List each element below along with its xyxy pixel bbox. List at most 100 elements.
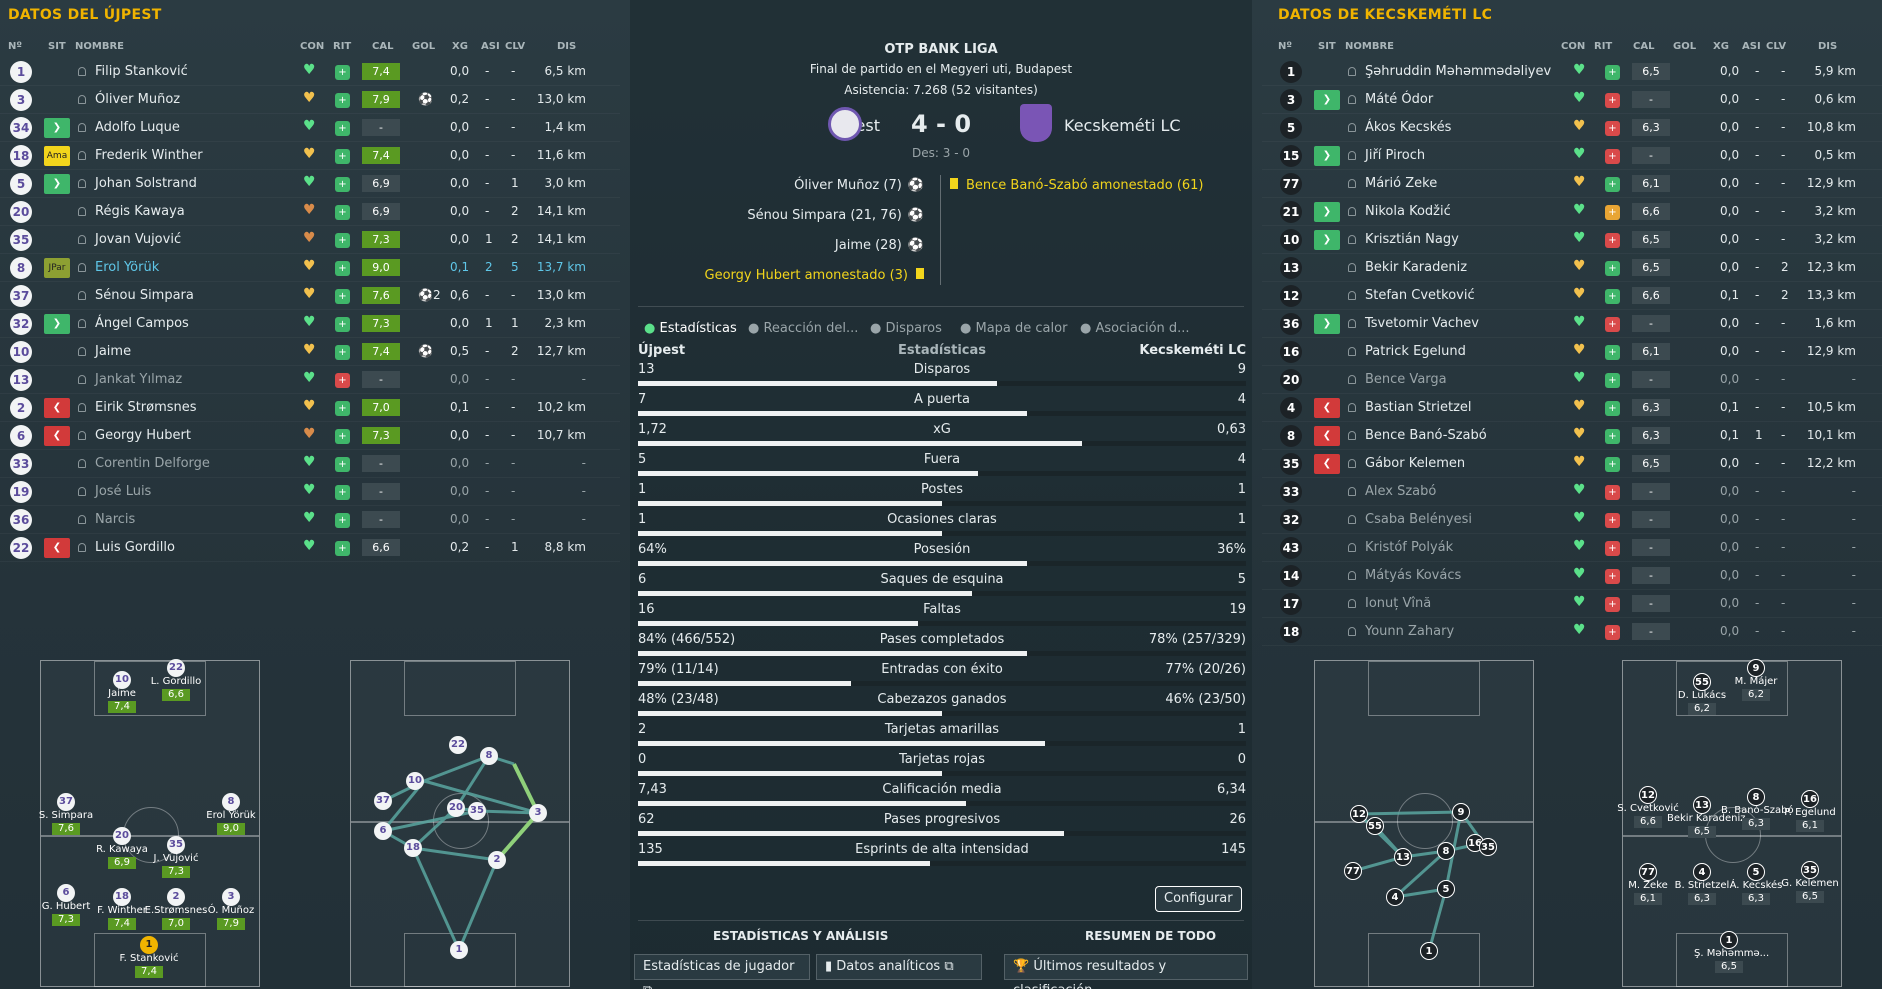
player-row[interactable]: 19 José Luis ♥ + -0,0- - - bbox=[0, 478, 620, 506]
col-name[interactable]: NOMBRE bbox=[75, 41, 124, 52]
player-row[interactable]: 10 ❯ Krisztián Nagy ♥ +6,5 0,0 - - 3,2 km bbox=[1262, 226, 1882, 254]
player-name[interactable]: Ángel Campos bbox=[95, 316, 189, 331]
player-row[interactable]: 32 ❯ Ángel Campos ♥ +7,3 0,0 1 1 2,3 km bbox=[0, 310, 620, 338]
player-row[interactable]: 33 Alex Szabó ♥ + -0,0- - - bbox=[1262, 478, 1882, 506]
player-name[interactable]: Jaime bbox=[95, 344, 132, 359]
formation-player-badge[interactable]: 35 bbox=[167, 836, 185, 854]
col-sit[interactable]: SIT bbox=[1318, 41, 1336, 52]
player-row[interactable]: 6 ❮ Georgy Hubert ♥ +7,3 0,0 - - 10,7 km bbox=[0, 422, 620, 450]
player-name[interactable]: Óliver Muñoz bbox=[95, 92, 181, 107]
player-name[interactable]: Erol Yörük bbox=[95, 260, 160, 275]
player-row[interactable]: 3 Óliver Muñoz ♥ +7,9 ⚽ 0,2 - - 13,0 km bbox=[0, 86, 620, 114]
tab-mapa-calor[interactable]: ● Mapa de calor bbox=[960, 321, 1068, 336]
formation-player-badge[interactable]: 18 bbox=[113, 888, 131, 906]
player-name[interactable]: Máté Ódor bbox=[1365, 92, 1434, 107]
player-row[interactable]: 10 Jaime ♥ +7,4 ⚽ 0,5 - 2 12,7 km bbox=[0, 338, 620, 366]
player-name[interactable]: Csaba Belényesi bbox=[1365, 512, 1473, 527]
player-row[interactable]: 33 Corentin Delforge ♥ + -0,0- - - bbox=[0, 450, 620, 478]
col-con[interactable]: CON bbox=[300, 41, 325, 52]
player-name[interactable]: Régis Kawaya bbox=[95, 204, 185, 219]
formation-player-badge[interactable]: 20 bbox=[113, 827, 131, 845]
player-name[interactable]: Şəhruddin Məhəmmədəliyev bbox=[1365, 64, 1552, 79]
formation-player-badge[interactable]: 55 bbox=[1693, 673, 1711, 691]
player-name[interactable]: José Luis bbox=[95, 484, 152, 499]
player-row[interactable]: 8 ❮ Bence Banó-Szabó ♥ +6,3 0,1 1 - 10,1 km bbox=[1262, 422, 1882, 450]
player-row[interactable]: 18 Ama Frederik Winther ♥ +7,4 0,0 - - 11,6 km bbox=[0, 142, 620, 170]
formation-player-badge[interactable]: 12 bbox=[1639, 786, 1657, 804]
player-name[interactable]: Frederik Winther bbox=[95, 148, 203, 163]
col-xg[interactable]: XG bbox=[1713, 41, 1729, 52]
col-dis[interactable]: DIS bbox=[1818, 41, 1838, 52]
player-row[interactable]: 36 Narcis ♥ + -0,0- - - bbox=[0, 506, 620, 534]
player-row[interactable]: 77 Márió Zeke ♥ +6,1 0,0 - - 12,9 km bbox=[1262, 170, 1882, 198]
formation-player-badge[interactable]: 4 bbox=[1693, 863, 1711, 881]
player-name[interactable]: Narcis bbox=[95, 512, 136, 527]
player-row[interactable]: 22 ❮ Luis Gordillo ♥ +6,6 0,2 - 1 8,8 km bbox=[0, 534, 620, 562]
player-name[interactable]: Jovan Vujović bbox=[95, 232, 182, 247]
player-name[interactable]: Stefan Cvetković bbox=[1365, 288, 1475, 303]
player-name[interactable]: Gábor Kelemen bbox=[1365, 456, 1466, 471]
formation-player-badge[interactable]: 9 bbox=[1747, 659, 1765, 677]
player-name[interactable]: Eirik Strømsnes bbox=[95, 400, 197, 415]
player-row[interactable]: 2 ❮ Eirik Strømsnes ♥ +7,0 0,1 - - 10,2 km bbox=[0, 394, 620, 422]
col-cal[interactable]: CAL bbox=[372, 41, 394, 52]
player-name[interactable]: Filip Stanković bbox=[95, 64, 188, 79]
player-row[interactable]: 34 ❯ Adolfo Luque ♥ + -0,0- -1,4 km bbox=[0, 114, 620, 142]
col-con[interactable]: CON bbox=[1561, 41, 1586, 52]
player-row[interactable]: 4 ❮ Bastian Strietzel ♥ +6,3 0,1 - - 10,5 km bbox=[1262, 394, 1882, 422]
results-table-button[interactable]: 🏆 Últimos resultados y clasificación bbox=[1004, 954, 1248, 989]
player-row[interactable]: 35 ❮ Gábor Kelemen ♥ +6,5 0,0 - - 12,2 km bbox=[1262, 450, 1882, 478]
formation-player-badge[interactable]: 8 bbox=[222, 793, 240, 811]
player-name[interactable]: Bence Banó-Szabó bbox=[1365, 428, 1487, 443]
player-name[interactable]: Adolfo Luque bbox=[95, 120, 180, 135]
player-name[interactable]: Márió Zeke bbox=[1365, 176, 1438, 191]
player-name[interactable]: Georgy Hubert bbox=[95, 428, 191, 443]
tab-disparos[interactable]: ● Disparos bbox=[870, 321, 942, 336]
player-name[interactable]: Krisztián Nagy bbox=[1365, 232, 1459, 247]
player-name[interactable]: Nikola Kodžić bbox=[1365, 204, 1451, 219]
player-row[interactable]: 16 Patrick Egelund ♥ +6,1 0,0 - - 12,9 km bbox=[1262, 338, 1882, 366]
player-row[interactable]: 13 Bekir Karadeniz ♥ +6,5 0,0 - 2 12,3 km bbox=[1262, 254, 1882, 282]
analytics-button[interactable]: ▮ Datos analíticos ⧉ bbox=[816, 954, 982, 980]
player-name[interactable]: Alex Szabó bbox=[1365, 484, 1437, 499]
player-name[interactable]: Bekir Karadeniz bbox=[1365, 260, 1468, 275]
col-num[interactable]: Nº bbox=[8, 41, 23, 52]
col-clv[interactable]: CLV bbox=[505, 41, 526, 52]
formation-player-badge[interactable]: 5 bbox=[1747, 863, 1765, 881]
col-gol[interactable]: GOL bbox=[412, 41, 436, 52]
formation-player-badge[interactable]: 13 bbox=[1693, 796, 1711, 814]
col-gol[interactable]: GOL bbox=[1673, 41, 1697, 52]
tab-asociacion[interactable]: ● Asociación d... bbox=[1080, 321, 1190, 336]
player-name[interactable]: Patrick Egelund bbox=[1365, 344, 1466, 359]
player-row[interactable]: 8 JPar Erol Yörük ♥ +9,0 0,1 2 5 13,7 km bbox=[0, 254, 620, 282]
player-row[interactable]: 15 ❯ Jiří Piroch ♥ + -0,0- -0,5 km bbox=[1262, 142, 1882, 170]
player-row[interactable]: 5 Ákos Kecskés ♥ +6,3 0,0 - - 10,8 km bbox=[1262, 114, 1882, 142]
col-cal[interactable]: CAL bbox=[1633, 41, 1655, 52]
formation-player-badge[interactable]: 77 bbox=[1639, 863, 1657, 881]
player-name[interactable]: Bastian Strietzel bbox=[1365, 400, 1472, 415]
formation-player-badge[interactable]: 16 bbox=[1801, 790, 1819, 808]
tab-reaccion[interactable]: ● Reacción del... bbox=[748, 321, 859, 336]
player-name[interactable]: Jankat Yılmaz bbox=[95, 372, 183, 387]
formation-player-badge[interactable]: 3 bbox=[222, 888, 240, 906]
formation-player-badge[interactable]: 1 bbox=[140, 936, 158, 954]
col-asi[interactable]: ASI bbox=[1742, 41, 1761, 52]
player-row[interactable]: 32 Csaba Belényesi ♥ + -0,0- - - bbox=[1262, 506, 1882, 534]
col-name[interactable]: NOMBRE bbox=[1345, 41, 1394, 52]
player-row[interactable]: 5 ❯ Johan Solstrand ♥ +6,9 0,0 - 1 3,0 km bbox=[0, 170, 620, 198]
away-team-name[interactable]: Kecskeméti LC bbox=[1064, 116, 1181, 135]
col-xg[interactable]: XG bbox=[452, 41, 468, 52]
player-name[interactable]: Ákos Kecskés bbox=[1365, 120, 1452, 135]
player-row[interactable]: 14 Mátyás Kovács ♥ + -0,0- - - bbox=[1262, 562, 1882, 590]
player-row[interactable]: 17 Ionuț Vînă ♥ + -0,0- - - bbox=[1262, 590, 1882, 618]
formation-player-badge[interactable]: 22 bbox=[167, 659, 185, 677]
player-name[interactable]: Kristóf Polyák bbox=[1365, 540, 1454, 555]
player-name[interactable]: Younn Zahary bbox=[1365, 624, 1455, 639]
formation-player-badge[interactable]: 35 bbox=[1801, 861, 1819, 879]
formation-player-badge[interactable]: 10 bbox=[113, 671, 131, 689]
player-stats-button[interactable]: Estadísticas de jugador ⧉ bbox=[634, 954, 810, 989]
player-row[interactable]: 20 Régis Kawaya ♥ +6,9 0,0 - 2 14,1 km bbox=[0, 198, 620, 226]
col-sit[interactable]: SIT bbox=[48, 41, 66, 52]
player-name[interactable]: Ionuț Vînă bbox=[1365, 596, 1432, 611]
player-row[interactable]: 18 Younn Zahary ♥ + -0,0- - - bbox=[1262, 618, 1882, 646]
